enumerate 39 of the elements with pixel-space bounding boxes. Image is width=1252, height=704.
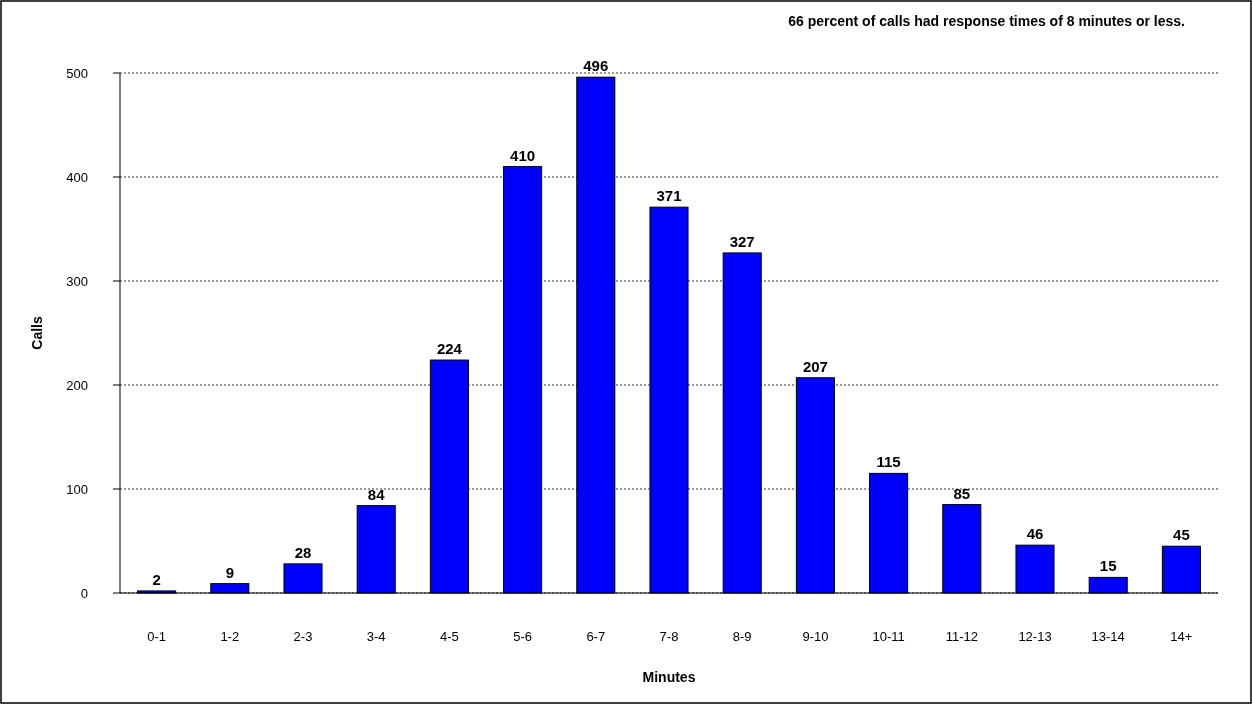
chart-title: 66 percent of calls had response times of 8 minutes or less. [788, 13, 1185, 29]
data-label: 84 [367, 485, 386, 503]
data-label: 15 [1099, 557, 1117, 575]
x-tick-label: 13-14 [1091, 629, 1125, 644]
x-tick-label: 2-3 [293, 629, 313, 644]
y-tick-label: 400 [66, 169, 88, 185]
x-tick-label: 7-8 [659, 629, 679, 644]
data-label: 85 [953, 484, 971, 502]
data-label: 2 [152, 570, 161, 588]
x-tick-label: 8-9 [732, 629, 752, 644]
y-tick-label: 200 [66, 377, 88, 393]
y-axis-title: Calls [29, 316, 45, 350]
y-tick-label: 0 [80, 585, 88, 601]
data-label: 115 [876, 453, 901, 471]
x-tick-label: 4-5 [440, 629, 459, 644]
x-tick-label: 9-10 [802, 629, 829, 644]
x-tick-label: 12-13 [1018, 629, 1052, 644]
x-tick-label: 0-1 [147, 629, 166, 644]
data-label: 28 [294, 543, 312, 561]
x-axis-title: Minutes [642, 669, 696, 685]
x-tick-label: 11-12 [945, 629, 978, 644]
x-tick-label: 14+ [1170, 629, 1193, 644]
x-tick-label: 3-4 [366, 629, 386, 644]
data-label: 371 [656, 187, 682, 205]
data-label: 45 [1173, 526, 1190, 544]
data-label: 327 [729, 232, 755, 250]
data-label: 9 [225, 563, 234, 581]
y-tick-label: 500 [66, 65, 88, 81]
x-tick-label: 10-11 [872, 629, 905, 644]
x-tick-label: 1-2 [220, 629, 240, 644]
x-tick-label: 5-6 [513, 629, 532, 644]
data-label: 46 [1026, 525, 1044, 543]
data-label: 410 [510, 146, 536, 164]
data-label: 207 [802, 357, 828, 375]
x-tick-label: 6-7 [586, 629, 606, 644]
data-label: 224 [436, 340, 463, 358]
data-label: 496 [583, 57, 609, 75]
y-tick-label: 100 [66, 481, 88, 497]
y-tick-label: 300 [66, 273, 88, 289]
